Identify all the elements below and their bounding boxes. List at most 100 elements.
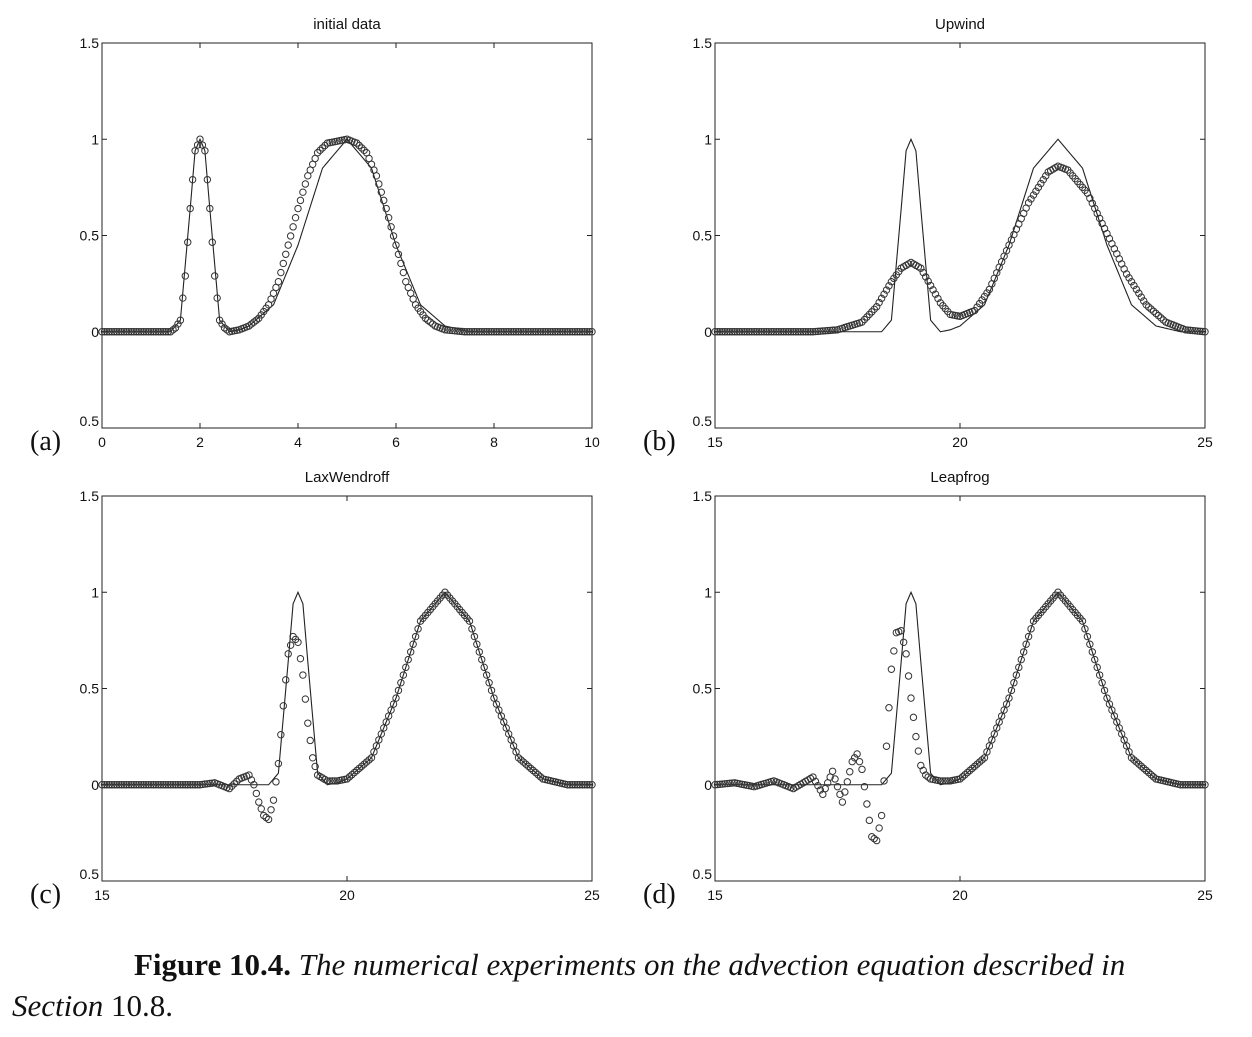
- data-point-marker: [794, 328, 802, 336]
- data-point-marker: [519, 758, 528, 766]
- data-point-marker: [858, 318, 866, 326]
- data-point-marker: [1147, 305, 1155, 313]
- data-point-marker: [740, 328, 749, 336]
- plot-frame: [101, 42, 593, 429]
- data-point-marker: [487, 686, 496, 695]
- data-point-marker: [558, 328, 567, 336]
- data-point-marker: [551, 328, 559, 336]
- data-point-marker: [828, 767, 837, 775]
- data-point-marker: [490, 328, 498, 336]
- data-point-marker: [760, 328, 768, 336]
- data-point-marker: [804, 328, 812, 336]
- data-point-marker: [213, 294, 221, 302]
- data-point-marker: [1196, 781, 1204, 789]
- numerical-markers: [711, 162, 1209, 336]
- data-point-marker: [458, 327, 466, 336]
- data-point-marker: [350, 768, 359, 777]
- data-point-marker: [1132, 758, 1141, 766]
- data-point-marker: [443, 326, 452, 334]
- data-point-marker: [304, 719, 312, 727]
- data-point-marker: [397, 259, 405, 268]
- data-point-marker: [186, 204, 194, 213]
- data-point-marker: [752, 328, 761, 336]
- data-point-marker: [860, 315, 869, 324]
- data-point-marker: [218, 320, 226, 328]
- data-point-marker: [843, 778, 851, 786]
- data-point-marker: [358, 762, 366, 770]
- data-point-marker: [1083, 632, 1092, 641]
- caption-line-1: Figure 10.4. The numerical experiments o…: [12, 944, 1242, 985]
- data-point-marker: [289, 223, 297, 231]
- data-point-marker: [904, 672, 913, 680]
- data-point-marker: [465, 617, 474, 625]
- x-tick-label: 15: [707, 887, 723, 903]
- data-point-marker: [873, 303, 881, 311]
- data-point-marker: [245, 322, 253, 330]
- data-point-marker: [1181, 326, 1190, 334]
- data-point-marker: [122, 781, 131, 789]
- data-point-marker: [296, 654, 305, 663]
- data-point-marker: [875, 298, 883, 307]
- y-tick-label: 1.5: [80, 488, 100, 504]
- data-point-marker: [282, 250, 290, 258]
- x-tick-label: 20: [952, 887, 968, 903]
- data-point-marker: [463, 328, 471, 336]
- data-point-marker: [531, 768, 540, 777]
- data-point-marker: [473, 640, 481, 648]
- data-point-marker: [142, 781, 150, 789]
- data-point-marker: [716, 780, 724, 788]
- data-point-marker: [1135, 760, 1143, 768]
- data-point-marker: [105, 328, 114, 336]
- numerical-markers: [98, 588, 596, 824]
- data-point-marker: [274, 278, 283, 286]
- data-point-marker: [478, 328, 486, 336]
- data-point-marker: [1191, 781, 1199, 789]
- data-point-marker: [554, 328, 562, 336]
- data-point-marker: [301, 695, 310, 703]
- data-point-marker: [311, 762, 319, 771]
- data-point-marker: [154, 781, 163, 789]
- data-point-marker: [1193, 781, 1202, 789]
- data-point-marker: [814, 327, 822, 336]
- data-point-marker: [824, 326, 832, 335]
- data-point-marker: [441, 326, 449, 334]
- data-point-marker: [1189, 781, 1197, 789]
- data-point-marker: [1012, 671, 1021, 679]
- data-point-marker: [853, 750, 861, 758]
- data-point-marker: [519, 328, 528, 336]
- data-point-marker: [144, 781, 153, 789]
- data-point-marker: [184, 238, 192, 246]
- data-point-marker: [157, 781, 165, 789]
- data-point-marker: [931, 290, 940, 298]
- data-point-marker: [203, 175, 212, 184]
- data-point-marker: [755, 328, 763, 336]
- data-point-marker: [255, 798, 263, 806]
- data-point-marker: [1095, 671, 1104, 679]
- data-point-marker: [110, 328, 118, 336]
- data-point-marker: [120, 781, 128, 789]
- data-point-marker: [784, 328, 793, 336]
- data-point-marker: [228, 782, 236, 790]
- data-point-marker: [797, 328, 805, 336]
- data-point-marker: [267, 806, 275, 814]
- data-point-marker: [831, 326, 839, 334]
- data-point-marker: [473, 328, 481, 336]
- data-point-marker: [360, 760, 368, 768]
- data-point-marker: [1015, 663, 1023, 672]
- data-point-marker: [580, 781, 589, 789]
- data-point-marker: [353, 139, 361, 147]
- data-point-marker: [1100, 686, 1109, 695]
- chart-panel-4: Leapfrog (d) 15 20 25 1.5 1 0.5 0 0.5: [643, 469, 1213, 910]
- data-point-marker: [149, 328, 158, 336]
- data-point-marker: [772, 328, 780, 336]
- data-point-marker: [184, 781, 192, 789]
- data-point-marker: [482, 671, 491, 679]
- data-point-marker: [585, 328, 594, 336]
- data-point-marker: [98, 328, 106, 336]
- data-point-marker: [269, 796, 278, 804]
- data-point-marker: [765, 328, 773, 336]
- data-point-marker: [919, 268, 927, 277]
- data-point-marker: [1189, 326, 1197, 335]
- data-point-marker: [475, 328, 483, 336]
- y-tick-label: 0.5: [80, 228, 100, 244]
